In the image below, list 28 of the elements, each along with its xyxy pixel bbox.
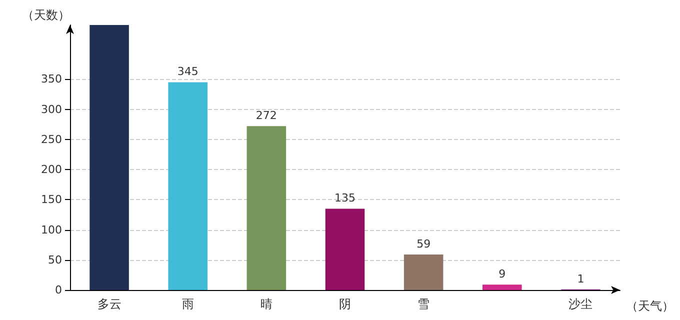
data-label: 345 [177, 65, 198, 78]
data-label: 135 [334, 192, 356, 205]
x-tick-label: 雪 [418, 297, 430, 311]
x-tick-label: 晴 [260, 297, 272, 311]
bar [90, 25, 129, 290]
y-tick-label: 350 [41, 72, 62, 86]
data-label: 59 [416, 237, 431, 250]
y-tick-label: 250 [41, 132, 62, 146]
y-tick-label: 200 [41, 163, 62, 176]
y-tick-label: 150 [41, 193, 62, 206]
data-label: 9 [498, 268, 506, 281]
x-tick-label: 多云 [97, 297, 122, 311]
data-label: 272 [256, 109, 277, 122]
x-tick-label: 沙尘 [568, 297, 593, 311]
bar [404, 254, 444, 290]
x-tick-label: 雨 [182, 297, 194, 311]
bar [246, 126, 286, 290]
y-tick-label: 300 [41, 102, 62, 116]
y-tick-label: 100 [41, 223, 62, 236]
bar [482, 284, 522, 290]
x-axis-title: （天气） [626, 299, 674, 313]
bar [325, 208, 365, 290]
x-tick-label: 阴 [339, 297, 351, 311]
y-tick-label: 0 [55, 284, 62, 296]
y-tick-label: 50 [48, 253, 62, 266]
y-axis-title: （天数） [22, 8, 70, 22]
bar [168, 82, 208, 290]
data-label: 1 [577, 272, 584, 286]
